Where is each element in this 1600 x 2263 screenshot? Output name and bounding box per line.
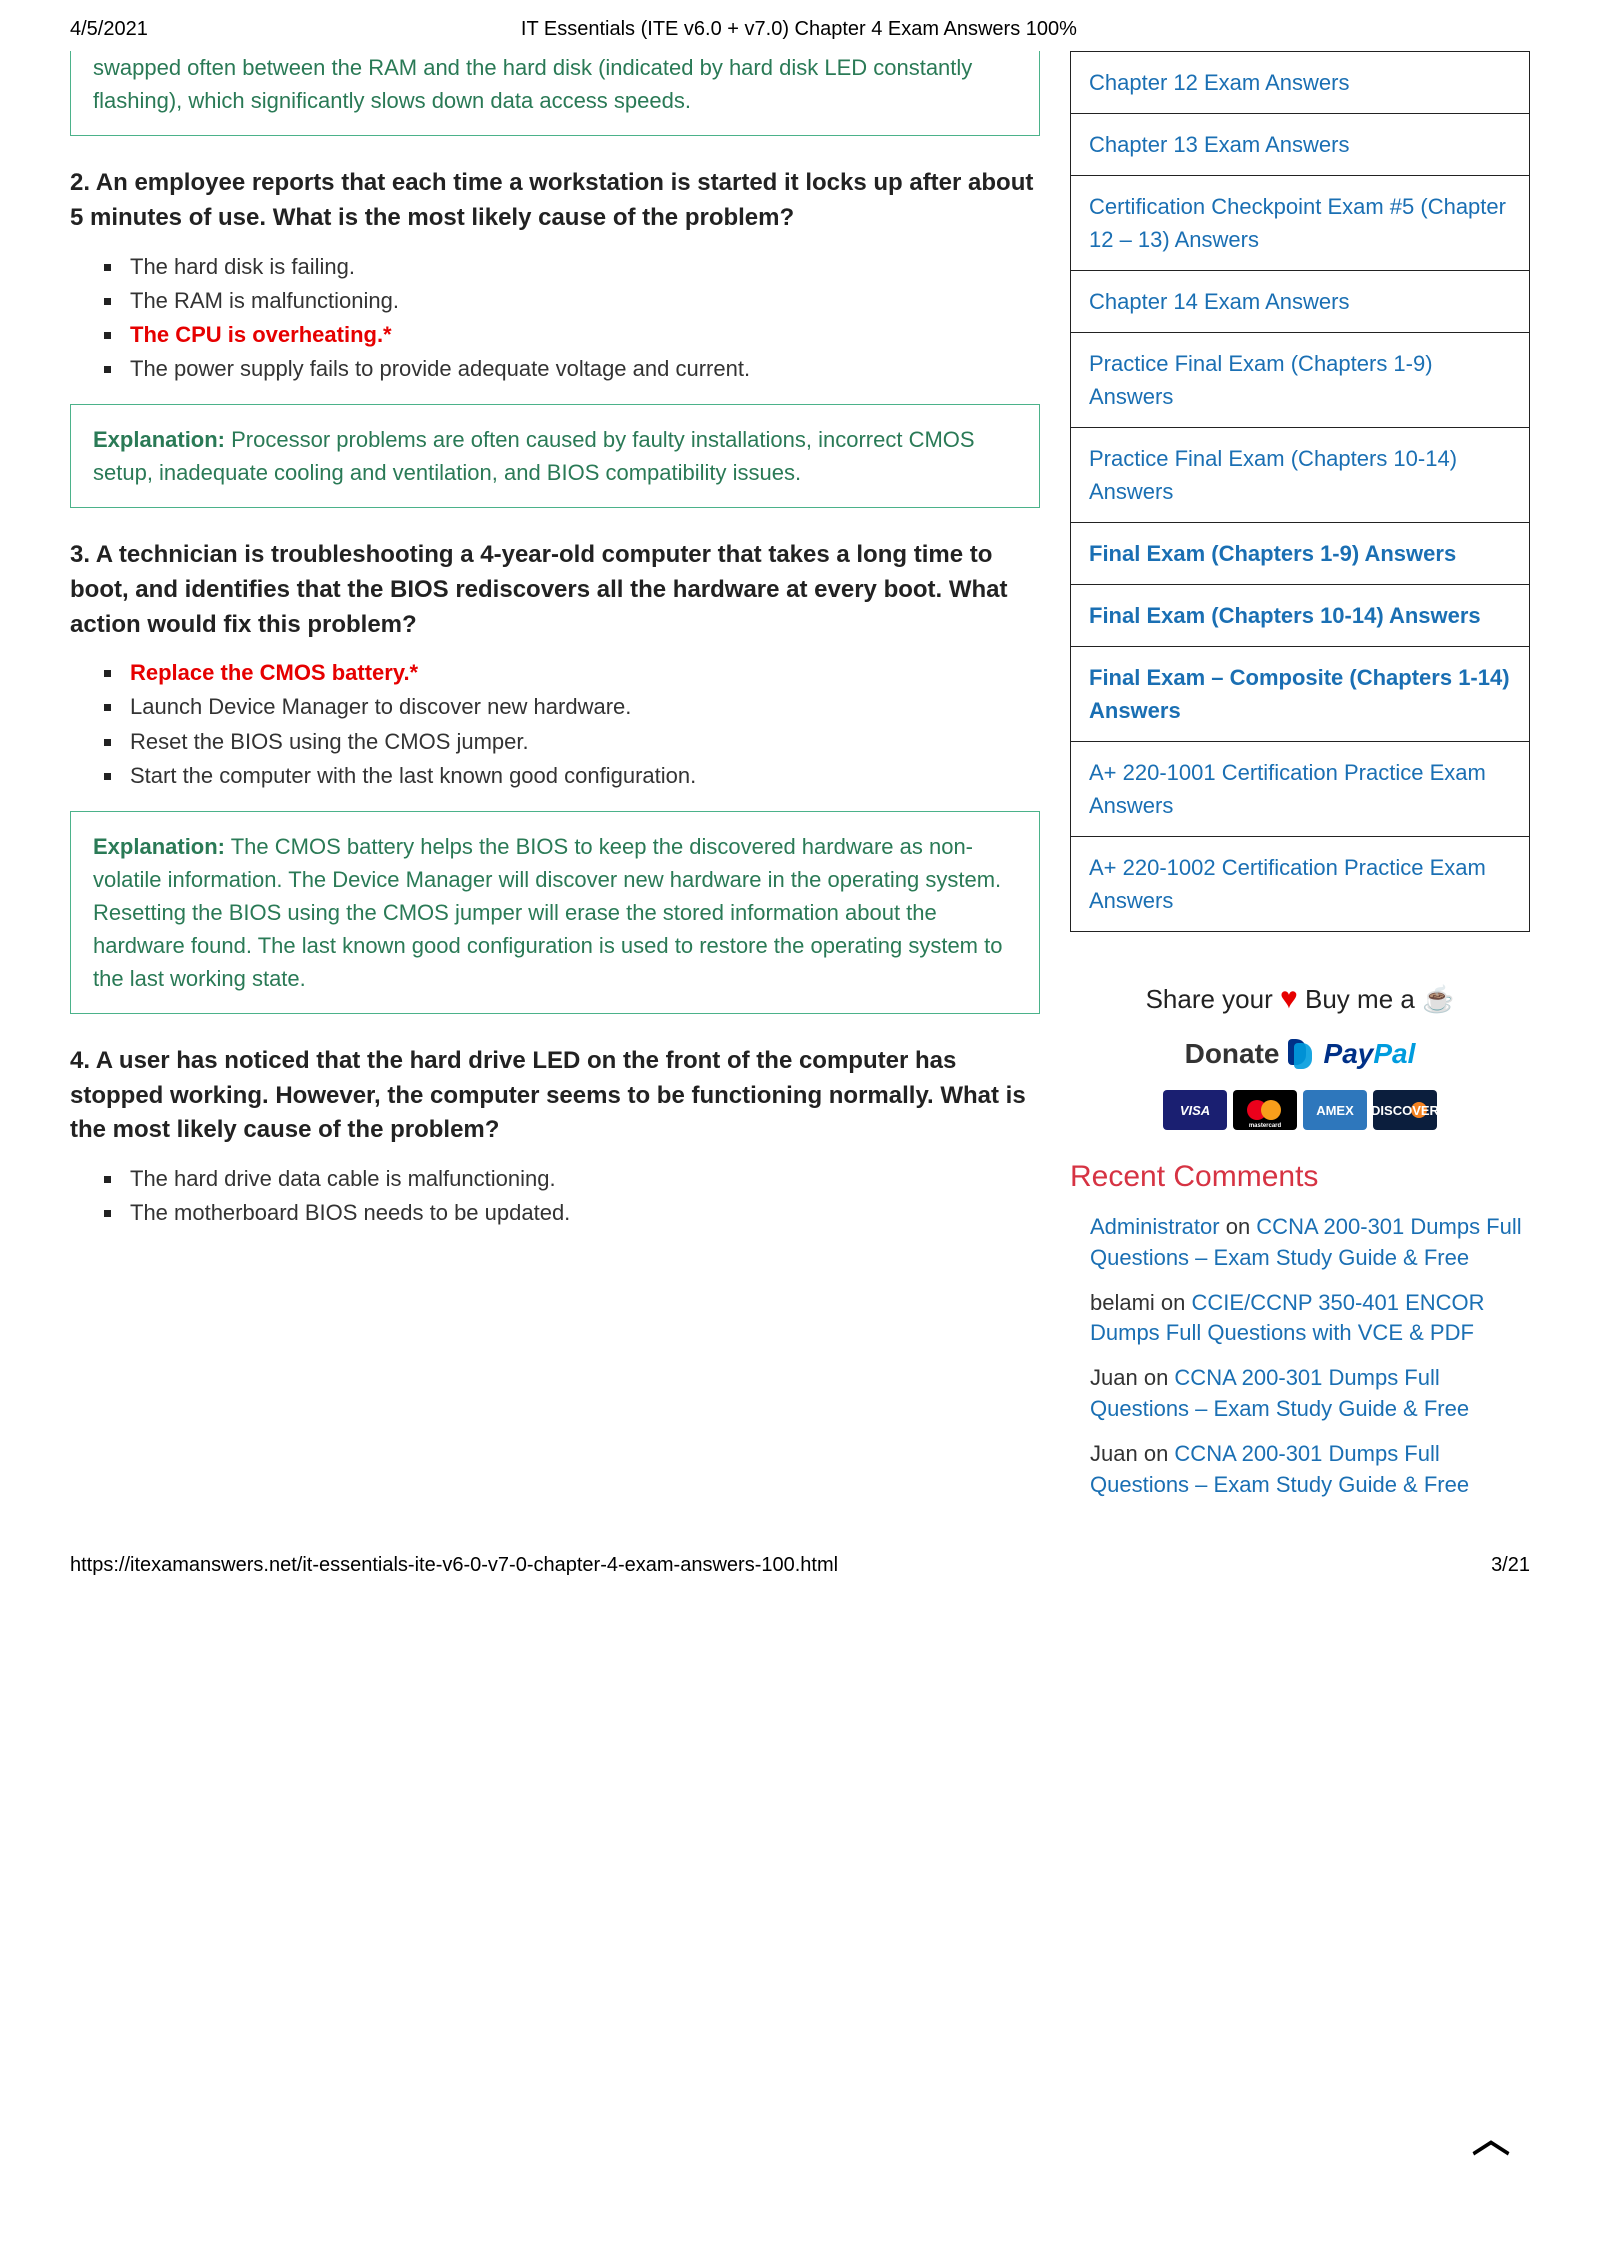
- q3-opt-0: Replace the CMOS battery.*: [124, 656, 1040, 690]
- recent-comments-list: Administrator on CCNA 200-301 Dumps Full…: [1070, 1212, 1530, 1500]
- share-line: Share your ♥ Buy me a ☕: [1070, 982, 1530, 1016]
- q2-explanation-box: Explanation: Processor problems are ofte…: [70, 404, 1040, 508]
- q3-expl-label: Explanation:: [93, 834, 225, 859]
- comment-2: Juan on CCNA 200-301 Dumps Full Question…: [1090, 1363, 1530, 1425]
- sidebar-item-9[interactable]: A+ 220-1001 Certification Practice Exam …: [1071, 742, 1529, 837]
- sidebar-item-3[interactable]: Chapter 14 Exam Answers: [1071, 271, 1529, 333]
- sidebar-nav-list: Chapter 12 Exam Answers Chapter 13 Exam …: [1070, 51, 1530, 932]
- share-pre: Share your: [1146, 984, 1280, 1014]
- q3-opt-1: Launch Device Manager to discover new ha…: [124, 690, 1040, 724]
- mastercard-icon: mastercard: [1233, 1090, 1297, 1130]
- q2-opt-2: The CPU is overheating.*: [124, 318, 1040, 352]
- question-2-options: The hard disk is failing. The RAM is mal…: [70, 250, 1040, 386]
- intro-explanation-text: swapped often between the RAM and the ha…: [93, 55, 972, 113]
- sidebar-item-4[interactable]: Practice Final Exam (Chapters 1-9) Answe…: [1071, 333, 1529, 428]
- comment-3-on: on: [1138, 1441, 1175, 1466]
- q2-opt-3: The power supply fails to provide adequa…: [124, 352, 1040, 386]
- amex-card-icon: AMEX: [1303, 1090, 1367, 1130]
- header-date: 4/5/2021: [70, 18, 148, 41]
- page-footer: https://itexamanswers.net/it-essentials-…: [0, 1534, 1600, 1607]
- main-content: swapped often between the RAM and the ha…: [70, 51, 1040, 1514]
- footer-url: https://itexamanswers.net/it-essentials-…: [70, 1554, 838, 1577]
- q4-opt-0: The hard drive data cable is malfunction…: [124, 1162, 1040, 1196]
- sidebar-item-8[interactable]: Final Exam – Composite (Chapters 1-14) A…: [1071, 647, 1529, 742]
- sidebar-item-2[interactable]: Certification Checkpoint Exam #5 (Chapte…: [1071, 176, 1529, 271]
- intro-explanation-box: swapped often between the RAM and the ha…: [70, 51, 1040, 136]
- comment-3: Juan on CCNA 200-301 Dumps Full Question…: [1090, 1439, 1530, 1501]
- q2-expl-label: Explanation:: [93, 427, 225, 452]
- donate-button[interactable]: Donate PayPal: [1070, 1038, 1530, 1070]
- q2-expl-text: Processor problems are often caused by f…: [93, 427, 975, 485]
- donate-block: Share your ♥ Buy me a ☕ Donate PayPal VI…: [1070, 982, 1530, 1130]
- share-mid: Buy me a: [1298, 984, 1422, 1014]
- sidebar-item-1[interactable]: Chapter 13 Exam Answers: [1071, 114, 1529, 176]
- visa-card-icon: VISA: [1163, 1090, 1227, 1130]
- comment-1-on: on: [1155, 1290, 1192, 1315]
- paypal-logo: PayPal: [1324, 1038, 1416, 1070]
- question-3-options: Replace the CMOS battery.* Launch Device…: [70, 656, 1040, 792]
- scroll-to-top-icon[interactable]: ︿: [1472, 2108, 1510, 2163]
- q3-expl-text: The CMOS battery helps the BIOS to keep …: [93, 834, 1002, 991]
- discover-card-icon: DISCOVER: [1373, 1090, 1437, 1130]
- heart-icon: ♥: [1280, 982, 1298, 1015]
- donate-label: Donate: [1185, 1038, 1280, 1070]
- question-4-options: The hard drive data cable is malfunction…: [70, 1162, 1040, 1230]
- comment-0-author[interactable]: Administrator: [1090, 1214, 1220, 1239]
- coffee-icon: ☕: [1422, 984, 1454, 1014]
- q4-opt-1: The motherboard BIOS needs to be updated…: [124, 1196, 1040, 1230]
- q2-opt-0: The hard disk is failing.: [124, 250, 1040, 284]
- payment-cards: VISA mastercard AMEX DISCOVER: [1070, 1090, 1530, 1130]
- page-header: 4/5/2021 IT Essentials (ITE v6.0 + v7.0)…: [0, 0, 1600, 51]
- paypal-icon: [1288, 1039, 1314, 1069]
- q2-opt-1: The RAM is malfunctioning.: [124, 284, 1040, 318]
- footer-page: 3/21: [1491, 1554, 1530, 1577]
- sidebar: Chapter 12 Exam Answers Chapter 13 Exam …: [1070, 51, 1530, 1514]
- q3-opt-3: Start the computer with the last known g…: [124, 759, 1040, 793]
- comment-1-author: belami: [1090, 1290, 1155, 1315]
- comment-2-author: Juan: [1090, 1365, 1138, 1390]
- header-title: IT Essentials (ITE v6.0 + v7.0) Chapter …: [148, 18, 1450, 41]
- sidebar-item-7[interactable]: Final Exam (Chapters 10-14) Answers: [1071, 585, 1529, 647]
- q3-explanation-box: Explanation: The CMOS battery helps the …: [70, 811, 1040, 1014]
- comment-3-author: Juan: [1090, 1441, 1138, 1466]
- sidebar-item-0[interactable]: Chapter 12 Exam Answers: [1071, 52, 1529, 114]
- question-4: 4. A user has noticed that the hard driv…: [70, 1044, 1040, 1148]
- sidebar-item-5[interactable]: Practice Final Exam (Chapters 10-14) Ans…: [1071, 428, 1529, 523]
- comment-2-on: on: [1138, 1365, 1175, 1390]
- sidebar-item-6[interactable]: Final Exam (Chapters 1-9) Answers: [1071, 523, 1529, 585]
- sidebar-item-10[interactable]: A+ 220-1002 Certification Practice Exam …: [1071, 837, 1529, 931]
- comment-0-on: on: [1220, 1214, 1257, 1239]
- q3-opt-2: Reset the BIOS using the CMOS jumper.: [124, 725, 1040, 759]
- question-3: 3. A technician is troubleshooting a 4-y…: [70, 538, 1040, 642]
- comment-1: belami on CCIE/CCNP 350-401 ENCOR Dumps …: [1090, 1288, 1530, 1350]
- recent-comments-heading: Recent Comments: [1070, 1160, 1530, 1194]
- question-2: 2. An employee reports that each time a …: [70, 166, 1040, 236]
- comment-0: Administrator on CCNA 200-301 Dumps Full…: [1090, 1212, 1530, 1274]
